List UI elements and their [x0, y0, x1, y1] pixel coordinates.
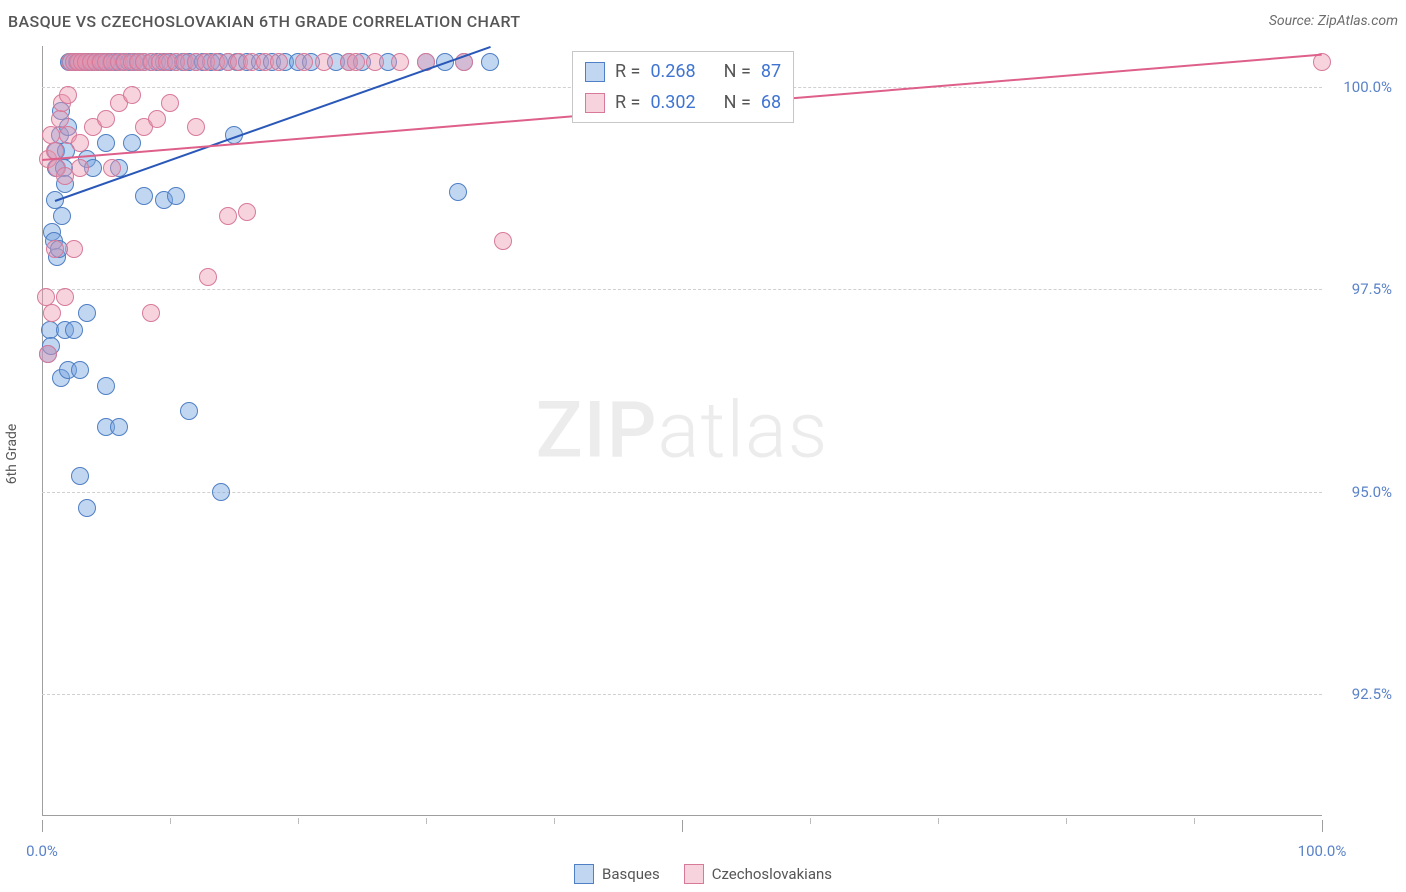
x-tick-minor [810, 818, 811, 824]
x-tick-major [1322, 820, 1323, 832]
gridline [42, 694, 1322, 695]
legend-label: Basques [602, 865, 660, 883]
stat-row: R = 0.302 N = 68 [573, 87, 793, 118]
stat-n-label: N = [724, 58, 751, 85]
scatter-point [103, 159, 121, 177]
chart-header: BASQUE VS CZECHOSLOVAKIAN 6TH GRADE CORR… [0, 0, 1406, 42]
x-axis-line [42, 815, 1322, 816]
legend-item: Basques [574, 864, 660, 884]
legend-label: Czechoslovakians [712, 865, 832, 883]
gridline [42, 289, 1322, 290]
scatter-point [161, 94, 179, 112]
chart-title: BASQUE VS CZECHOSLOVAKIAN 6TH GRADE CORR… [8, 12, 521, 31]
x-tick-minor [1194, 818, 1195, 824]
stat-box: R = 0.268 N = 87 R = 0.302 N = 68 [572, 51, 794, 123]
stat-r-value: 0.268 [650, 58, 695, 85]
scatter-point [366, 53, 384, 71]
scatter-point [97, 134, 115, 152]
stat-r-label: R = [615, 58, 640, 85]
stat-row: R = 0.268 N = 87 [573, 56, 793, 87]
watermark: ZIPatlas [536, 386, 829, 477]
scatter-point [71, 159, 89, 177]
scatter-point [39, 345, 57, 363]
bottom-legend: Basques Czechoslovakians [0, 864, 1406, 884]
scatter-point [347, 53, 365, 71]
scatter-point [97, 377, 115, 395]
scatter-point [123, 134, 141, 152]
x-tick-minor [426, 818, 427, 824]
scatter-point [449, 183, 467, 201]
scatter-point [167, 187, 185, 205]
x-tick-minor [554, 818, 555, 824]
stat-r-value: 0.302 [650, 89, 695, 116]
y-tick-label: 97.5% [1330, 280, 1392, 298]
scatter-point [78, 304, 96, 322]
scatter-point [123, 86, 141, 104]
scatter-point [71, 134, 89, 152]
scatter-point [148, 110, 166, 128]
y-axis-label: 6th Grade [4, 424, 20, 485]
scatter-point [494, 232, 512, 250]
scatter-point [295, 53, 313, 71]
scatter-point [71, 467, 89, 485]
scatter-point [53, 207, 71, 225]
scatter-point [43, 304, 61, 322]
scatter-point [212, 483, 230, 501]
legend-swatch [585, 93, 605, 113]
legend-item: Czechoslovakians [684, 864, 832, 884]
scatter-point [97, 110, 115, 128]
scatter-point [180, 402, 198, 420]
scatter-point [187, 118, 205, 136]
scatter-point [46, 240, 64, 258]
stat-n-label: N = [724, 89, 751, 116]
watermark-atlas: atlas [658, 386, 829, 477]
scatter-point [270, 53, 288, 71]
scatter-point [65, 240, 83, 258]
scatter-point [78, 499, 96, 517]
scatter-point [110, 418, 128, 436]
legend-swatch [574, 864, 594, 884]
scatter-point [142, 304, 160, 322]
scatter-point [199, 268, 217, 286]
x-tick-minor [1066, 818, 1067, 824]
scatter-point [238, 203, 256, 221]
x-tick-label: 0.0% [26, 842, 58, 860]
scatter-point [135, 187, 153, 205]
y-tick-label: 95.0% [1330, 483, 1392, 501]
watermark-zip: ZIP [536, 386, 658, 477]
scatter-point [391, 53, 409, 71]
chart-source: Source: ZipAtlas.com [1269, 13, 1398, 29]
scatter-point [219, 207, 237, 225]
scatter-point [56, 288, 74, 306]
stat-n-value: 87 [761, 58, 781, 85]
x-tick-label: 100.0% [1298, 842, 1347, 860]
x-tick-major [682, 820, 683, 832]
scatter-point [42, 126, 60, 144]
plot-area: ZIPatlas 92.5%95.0%97.5%100.0%0.0%100.0%… [42, 46, 1322, 816]
x-tick-minor [298, 818, 299, 824]
x-tick-minor [938, 818, 939, 824]
scatter-point [65, 321, 83, 339]
scatter-point [59, 86, 77, 104]
x-tick-major [42, 820, 43, 832]
scatter-point [315, 53, 333, 71]
y-tick-label: 92.5% [1330, 685, 1392, 703]
stat-n-value: 68 [761, 89, 781, 116]
legend-swatch [585, 62, 605, 82]
x-tick-minor [170, 818, 171, 824]
gridline [42, 492, 1322, 493]
scatter-point [481, 53, 499, 71]
stat-r-label: R = [615, 89, 640, 116]
scatter-point [71, 361, 89, 379]
legend-swatch [684, 864, 704, 884]
y-tick-label: 100.0% [1330, 78, 1392, 96]
